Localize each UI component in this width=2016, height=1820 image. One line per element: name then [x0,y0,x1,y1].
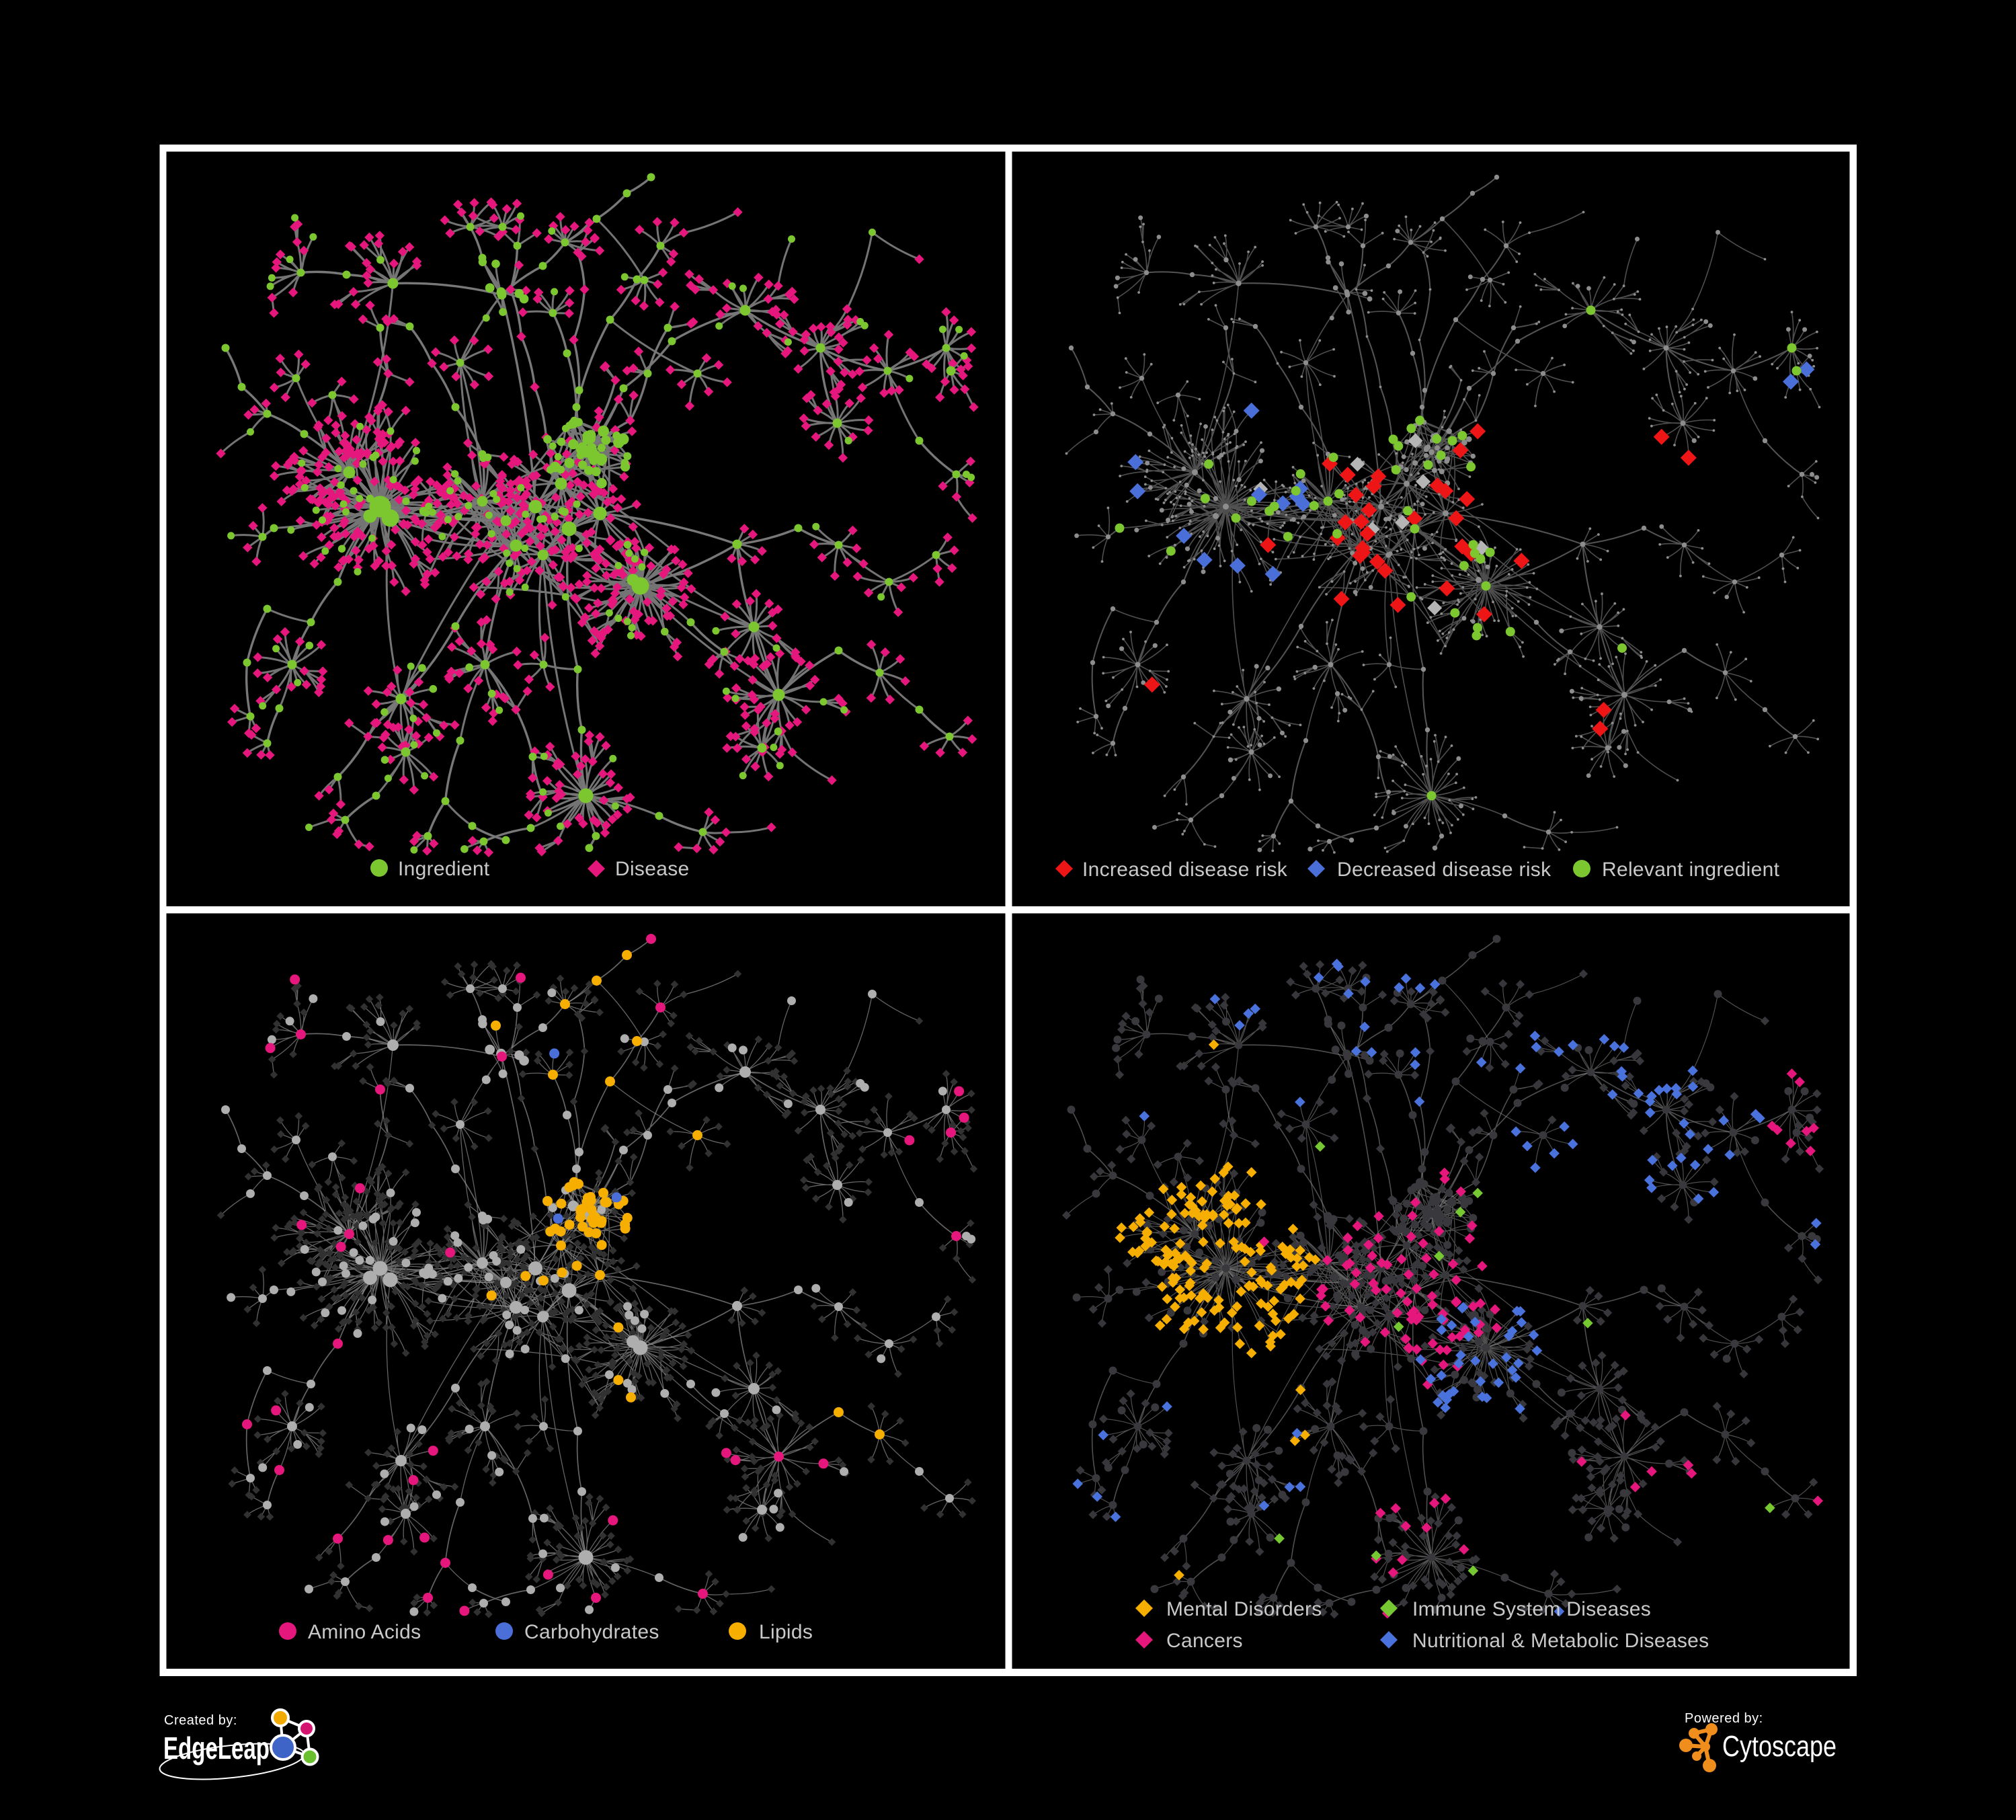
svg-text:Cancers: Cancers [1166,1630,1243,1652]
svg-text:Amino Acids: Amino Acids [308,1621,421,1643]
svg-text:Mental Disorders: Mental Disorders [1166,1598,1322,1620]
svg-text:Carbohydrates: Carbohydrates [524,1621,659,1643]
svg-text:Created by:: Created by: [164,1713,237,1728]
svg-text:EdgeLeap: EdgeLeap [163,1731,270,1766]
svg-text:Powered by:: Powered by: [1685,1711,1763,1726]
svg-text:Lipids: Lipids [759,1621,813,1643]
svg-text:Increased disease risk: Increased disease risk [1082,859,1288,881]
svg-text:Ingredient: Ingredient [398,858,490,880]
svg-text:Decreased disease risk: Decreased disease risk [1337,859,1551,881]
svg-text:Nutritional & Metabolic Diseas: Nutritional & Metabolic Diseases [1412,1630,1709,1652]
svg-text:Disease: Disease [615,858,689,880]
svg-text:Relevant ingredient: Relevant ingredient [1602,859,1780,881]
svg-text:Cytoscape: Cytoscape [1722,1730,1837,1763]
svg-text:Immune System Diseases: Immune System Diseases [1412,1598,1651,1620]
